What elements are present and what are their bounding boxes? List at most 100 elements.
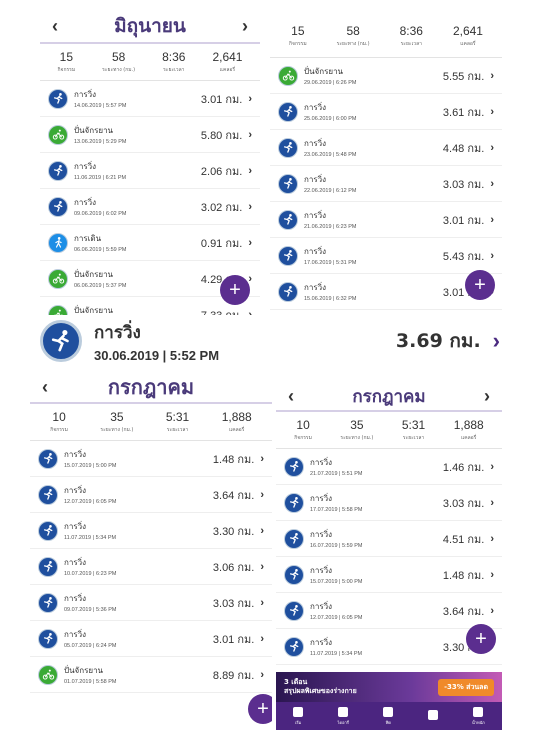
next-month-chevron-icon[interactable]: › [483,385,490,406]
activity-date: 11.06.2019 | 6:21 PM [74,175,127,181]
activity-title: การวิ่ง [64,558,87,567]
running-icon [48,88,68,109]
walking-icon [48,232,68,253]
stats-bar: 10 กิจกรรม 35 ระยะทาง (กม.) 5:31 ระยะเวลา 1… [276,412,502,449]
activity-row[interactable]: การวิ่ง 21.06.2019 | 6:23 PM 3.01 กม. › [270,202,502,238]
prev-month-chevron-icon[interactable]: ‹ [288,385,294,406]
activity-row[interactable]: การวิ่ง 11.07.2019 | 5:34 PM 3.30 กม. › [30,513,272,549]
chevron-right-icon[interactable]: › [490,177,494,190]
promo-banner[interactable]: 3 เดือน สรุปผลพิเศษของร่างกาย -33% ส่วนล… [276,672,502,702]
activity-row[interactable]: การวิ่ง 16.07.2019 | 5:59 PM 4.51 กม. › [276,521,502,557]
activity-row[interactable]: การวิ่ง 05.07.2019 | 6:24 PM 3.01 กม. › [30,621,272,657]
chevron-right-icon[interactable]: › [492,328,500,353]
add-activity-button[interactable]: + [466,624,496,654]
cycling-icon [48,268,68,289]
chevron-right-icon[interactable]: › [490,460,494,473]
chevron-right-icon[interactable]: › [260,668,264,681]
activity-row[interactable]: การวิ่ง 09.06.2019 | 6:02 PM 3.02 กม. › [40,189,260,225]
chevron-right-icon[interactable]: › [490,249,494,262]
activity-row[interactable]: ปั่นจักรยาน 13.06.2019 | 5:29 PM 5.80 กม… [40,117,260,153]
chevron-right-icon[interactable]: › [490,496,494,509]
stat-item: 8:36 ระยะเวลา [162,50,185,74]
activity-row[interactable]: การเดิน 06.06.2019 | 5:59 PM 0.91 กม. › [40,225,260,261]
add-activity-button[interactable]: + [465,270,495,300]
prev-month-chevron-icon[interactable]: ‹ [42,376,48,397]
activity-row[interactable]: การวิ่ง 22.06.2019 | 6:12 PM 3.03 กม. › [270,166,502,202]
activity-title: การวิ่ง [74,198,97,207]
chevron-right-icon[interactable]: › [260,452,264,465]
running-icon [284,636,304,657]
activity-row[interactable]: การวิ่ง 12.07.2019 | 6:05 PM 3.64 กม. › [30,477,272,513]
chevron-right-icon[interactable]: › [248,236,252,249]
activity-row[interactable]: การวิ่ง 21.07.2019 | 5:51 PM 1.46 กม. › [276,449,502,485]
activity-distance: 3.64 กม. [442,605,485,618]
activity-row[interactable]: การวิ่ง 15.07.2019 | 5:00 PM 1.48 กม. › [276,557,502,593]
next-month-chevron-icon[interactable]: › [242,15,248,36]
activity-date: 06.06.2019 | 5:59 PM [74,247,127,253]
chevron-right-icon[interactable]: › [260,632,264,645]
panel-june-scrolled: 15 กิจกรรม 58 ระยะทาง (กม.) 8:36 ระยะเวลา 2… [270,10,502,315]
stat-value: 35 [350,418,364,432]
activity-title: การวิ่ง [310,530,333,539]
add-activity-button[interactable]: + [220,275,250,305]
chevron-right-icon[interactable]: › [248,200,252,213]
chevron-right-icon[interactable]: › [260,524,264,537]
chevron-right-icon[interactable]: › [490,69,494,82]
activity-row[interactable]: การวิ่ง 25.06.2019 | 6:00 PM 3.61 กม. › [270,94,502,130]
stat-value: 35 [110,410,124,424]
prev-month-chevron-icon[interactable]: ‹ [52,15,58,36]
running-icon [278,173,298,194]
chevron-right-icon[interactable]: › [248,308,252,316]
cycling-icon [48,304,68,315]
nav-item[interactable] [427,710,438,722]
activity-distance: 1.48 กม. [212,453,255,466]
activity-list: การวิ่ง 21.07.2019 | 5:51 PM 1.46 กม. › … [276,449,502,665]
chevron-right-icon[interactable]: › [260,488,264,501]
activity-title: ปั่นจักรยาน [304,67,344,76]
stat-item: 5:31 ระยะเวลา [402,418,425,442]
nav-item[interactable]: เริ่ม [293,706,304,726]
discount-badge[interactable]: -33% ส่วนลด [438,678,494,696]
stat-label: แคลอรี่ [461,435,477,441]
activity-row[interactable]: การวิ่ง 12.07.2019 | 6:05 PM 3.64 กม. › [276,593,502,629]
activity-row[interactable]: การวิ่ง 11.06.2019 | 6:21 PM 2.06 กม. › [40,153,260,189]
chevron-right-icon[interactable]: › [490,213,494,226]
activity-date: 16.07.2019 | 5:59 PM [310,543,363,549]
stat-label: กิจกรรม [50,427,68,433]
activity-row[interactable]: การวิ่ง 17.06.2019 | 5:31 PM 5.43 กม. › [270,238,502,274]
activity-row[interactable]: การวิ่ง 10.07.2019 | 6:23 PM 3.06 กม. › [30,549,272,585]
chevron-right-icon[interactable]: › [490,604,494,617]
activity-row[interactable]: ปั่นจักรยาน 06.06.2019 | 5:37 PM 4.29 กม… [40,261,260,297]
nav-item[interactable]: น้ำหนัก [472,706,485,726]
activity-row[interactable]: การวิ่ง 14.06.2019 | 5:57 PM 3.01 กม. › [40,81,260,117]
stat-label: กิจกรรม [289,41,307,47]
chevron-right-icon[interactable]: › [490,141,494,154]
nav-item[interactable]: ฟีด [383,706,394,726]
activity-row[interactable]: ปั่นจักรยาน 01.07.2019 | 5:58 PM 8.89 กม… [30,657,272,693]
chevron-right-icon[interactable]: › [248,92,252,105]
activity-row[interactable]: การวิ่ง 09.07.2019 | 5:36 PM 3.03 กม. › [30,585,272,621]
chevron-right-icon[interactable]: › [490,105,494,118]
activity-row[interactable]: ปั่นจักรยาน 29.06.2019 | 6:26 PM 5.55 กม… [270,58,502,94]
stat-label: กิจกรรม [294,435,312,441]
chevron-right-icon[interactable]: › [260,560,264,573]
stat-label: แคลอรี่ [460,41,476,47]
activity-row[interactable]: การวิ่ง 15.07.2019 | 5:00 PM 1.48 กม. › [30,441,272,477]
activity-row[interactable]: การวิ่ง 23.06.2019 | 5:48 PM 4.48 กม. › [270,130,502,166]
stat-value: 1,888 [221,410,252,424]
chevron-right-icon[interactable]: › [248,164,252,177]
running-icon [284,456,304,477]
stat-item: 2,641 แคลอรี่ [453,24,483,51]
chevron-right-icon[interactable]: › [260,596,264,609]
nav-item[interactable]: ไดอารี่ [338,706,349,726]
activity-row[interactable]: การวิ่ง 17.07.2019 | 5:58 PM 3.03 กม. › [276,485,502,521]
activity-title: การวิ่ง [304,247,327,256]
chevron-right-icon[interactable]: › [248,128,252,141]
chevron-right-icon[interactable]: › [490,532,494,545]
chevron-right-icon[interactable]: › [248,272,252,285]
featured-activity[interactable]: การวิ่ง 30.06.2019 | 5:52 PM 3.69 กม. › [40,318,500,364]
add-activity-button[interactable]: + [248,694,272,724]
activity-row[interactable]: ปั่นจักรยาน 04.06.2019 | 5:19 PM 7.33 กม… [40,297,260,315]
bottom-navigation: เริ่ม ไดอารี่ ฟีด น้ำหนัก [276,702,502,730]
chevron-right-icon[interactable]: › [490,568,494,581]
